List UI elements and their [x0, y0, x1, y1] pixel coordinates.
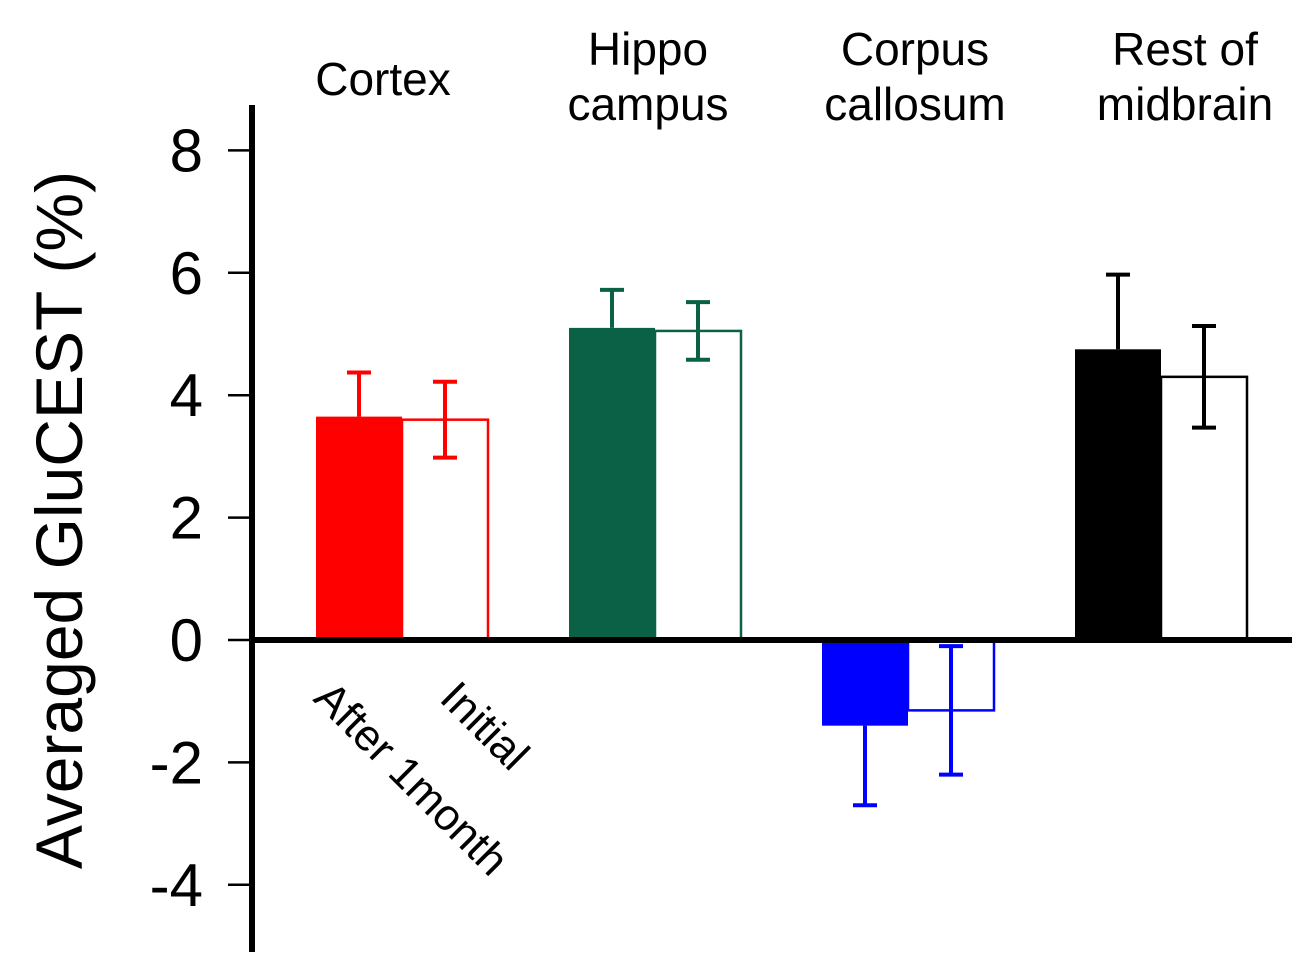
group-title-hippo-campus: campus	[567, 78, 728, 130]
bar-corpus-callosum-after-1month	[822, 640, 908, 726]
y-axis-ticks: 8 6 4 2 0 -2 -4	[150, 117, 252, 919]
y-tick-label: 2	[170, 485, 203, 552]
group-title-cortex: Cortex	[315, 53, 450, 105]
group-title-hippo-campus: Hippo	[588, 23, 708, 75]
bar-cortex-after-1month	[316, 416, 402, 640]
y-axis-label: Averaged GluCEST (%)	[22, 171, 96, 869]
series-label-initial: Initial	[431, 672, 538, 779]
group-title-rest-of-midbrain: midbrain	[1097, 78, 1273, 130]
y-tick-label: 8	[170, 117, 203, 184]
group-title-rest-of-midbrain: Rest of	[1112, 23, 1258, 75]
bar-hippo-campus-initial	[653, 329, 743, 642]
group-title-corpus-callosum: callosum	[824, 78, 1006, 130]
bar-rest-of-midbrain-after-1month	[1075, 349, 1161, 640]
y-tick-label: -2	[150, 729, 203, 796]
bars	[316, 327, 1249, 726]
y-tick-label: -4	[150, 852, 203, 919]
error-bars	[347, 272, 1216, 808]
y-tick-label: 6	[170, 240, 203, 307]
bar-hippo-campus-after-1month	[569, 327, 655, 640]
y-tick-label: 4	[170, 362, 203, 429]
group-title-corpus-callosum: Corpus	[841, 23, 989, 75]
y-tick-label: 0	[170, 607, 203, 674]
